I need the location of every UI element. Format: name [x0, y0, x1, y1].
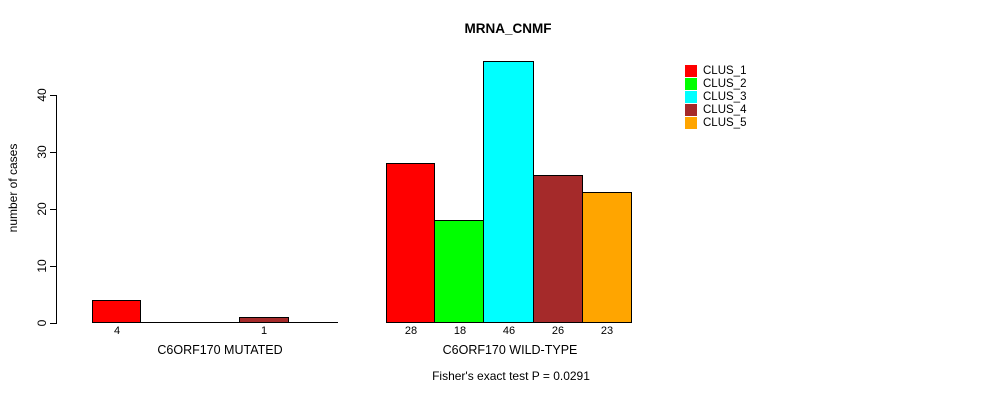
bar-value-label: 1	[260, 325, 268, 337]
legend-item-clus_2: CLUS_2	[685, 77, 746, 90]
y-axis-tick	[50, 266, 56, 267]
group-label-wildtype: C6ORF170 WILD-TYPE	[442, 343, 578, 357]
legend-label: CLUS_3	[703, 90, 747, 103]
y-axis-tick	[50, 95, 56, 96]
y-tick-label: 40	[35, 88, 49, 102]
legend-item-clus_4: CLUS_4	[685, 104, 746, 117]
legend-label: CLUS_4	[703, 104, 747, 117]
y-axis-tick	[50, 209, 56, 210]
bar-clus_1	[92, 300, 141, 323]
legend-swatch-clus_5	[685, 117, 697, 130]
legend-swatch-clus_3	[685, 90, 697, 103]
legend-label: CLUS_5	[703, 117, 747, 130]
bar-value-label: 28	[404, 325, 418, 337]
bar-value-label: 46	[502, 325, 516, 337]
group-baseline	[92, 322, 338, 323]
bar-clus_1	[386, 163, 435, 323]
bar-value-label: 26	[551, 325, 565, 337]
bar-clus_4	[533, 175, 583, 323]
bar-clus_3	[483, 61, 534, 323]
legend-swatch-clus_4	[685, 104, 697, 117]
group-label-mutated: C6ORF170 MUTATED	[157, 343, 283, 357]
legend-swatch-clus_1	[685, 64, 697, 77]
fisher-test-annotation: Fisher's exact test P = 0.0291	[432, 369, 590, 383]
y-axis-tick	[50, 152, 56, 153]
legend-item-clus_1: CLUS_1	[685, 64, 746, 77]
chart-legend: CLUS_1 CLUS_2 CLUS_3 CLUS_4 CLUS_5	[685, 64, 746, 130]
bar-clus_2	[434, 220, 484, 323]
y-tick-label: 0	[35, 319, 49, 327]
y-axis-tick	[50, 323, 56, 324]
legend-item-clus_5: CLUS_5	[685, 117, 746, 130]
legend-swatch-clus_2	[685, 77, 697, 90]
bar-value-label: 23	[600, 325, 614, 337]
bar-value-label: 4	[113, 325, 121, 337]
legend-label: CLUS_1	[703, 64, 747, 77]
legend-label: CLUS_2	[703, 77, 747, 90]
bar-value-label: 18	[453, 325, 467, 337]
y-tick-label: 20	[35, 202, 49, 216]
y-axis-line	[56, 95, 57, 324]
bar-clus_4	[239, 317, 289, 323]
legend-item-clus_3: CLUS_3	[685, 90, 746, 103]
y-tick-label: 30	[35, 145, 49, 159]
y-tick-label: 10	[35, 259, 49, 273]
bar-clus_5	[582, 192, 632, 323]
chart-title: MRNA_CNMF	[464, 21, 552, 36]
